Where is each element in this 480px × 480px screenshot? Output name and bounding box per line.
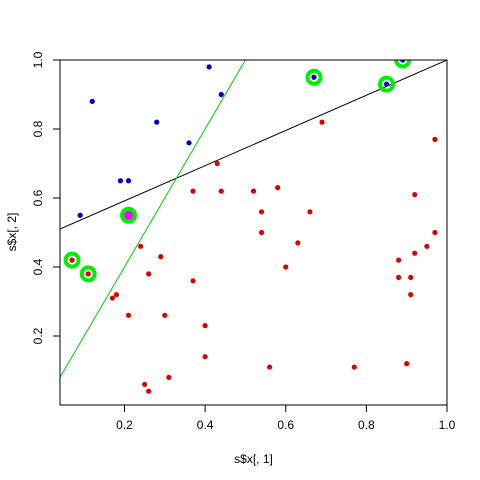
blue-point-1 bbox=[89, 98, 95, 104]
red-point-13 bbox=[218, 188, 224, 194]
fit-line-1 bbox=[60, 60, 447, 230]
highlight-ring-6 bbox=[394, 60, 412, 69]
red-point-37 bbox=[432, 136, 438, 142]
red-point-31 bbox=[408, 274, 414, 280]
fit-lines bbox=[60, 60, 447, 378]
red-point-6 bbox=[109, 295, 116, 301]
red-point-38 bbox=[404, 361, 410, 367]
highlight-ring-2 bbox=[79, 265, 97, 283]
red-point-10 bbox=[190, 278, 196, 284]
red-point-26 bbox=[146, 388, 152, 394]
blue-point-11 bbox=[400, 60, 406, 63]
blue-point-2 bbox=[154, 119, 160, 125]
red-point-24 bbox=[166, 374, 172, 380]
red-point-16 bbox=[258, 229, 265, 236]
red-point-23 bbox=[202, 354, 208, 360]
red-point-22 bbox=[202, 323, 208, 329]
x-axis-label: s$x[, 1] bbox=[234, 452, 273, 466]
y-axis-label: s$x[, 2] bbox=[5, 213, 19, 252]
red-point-21 bbox=[319, 119, 325, 125]
red-point-20 bbox=[307, 209, 313, 215]
x-tick-label: 0.4 bbox=[197, 418, 214, 432]
red-point-17 bbox=[275, 185, 281, 191]
red-point-7 bbox=[113, 292, 120, 298]
red-point-14 bbox=[250, 188, 257, 194]
red-point-34 bbox=[412, 191, 418, 198]
red-point-33 bbox=[412, 250, 418, 256]
plot-frame bbox=[59, 59, 448, 406]
y-tick-label: 0.6 bbox=[31, 189, 45, 206]
highlight-ring-3 bbox=[120, 206, 138, 224]
y-tick-label: 0.4 bbox=[31, 258, 45, 275]
red-point-35 bbox=[424, 243, 430, 249]
blue-point-5 bbox=[186, 140, 192, 146]
blue-point-6 bbox=[117, 178, 124, 184]
y-tick-label: 0.2 bbox=[31, 327, 45, 344]
red-point-5 bbox=[158, 254, 164, 260]
red-point-3 bbox=[138, 243, 144, 249]
blue-point-10 bbox=[383, 81, 390, 87]
red-point-25 bbox=[142, 381, 148, 387]
red-point-2 bbox=[85, 271, 91, 277]
red-point-15 bbox=[258, 209, 265, 215]
red-point-4 bbox=[146, 271, 152, 277]
y-axis: 0.2 0.4 0.6 0.8 1.0 bbox=[31, 51, 61, 344]
red-point-30 bbox=[396, 274, 402, 280]
blue-point-3 bbox=[206, 64, 212, 70]
fit-line-2 bbox=[60, 60, 247, 378]
y-tick-label: 1.0 bbox=[31, 51, 45, 68]
red-point-8 bbox=[125, 312, 132, 318]
y-tick-label: 0.8 bbox=[31, 120, 45, 137]
red-point-36 bbox=[432, 229, 438, 236]
highlight-center-3 bbox=[124, 210, 134, 220]
x-tick-label: 1.0 bbox=[439, 418, 456, 432]
x-axis: 0.2 0.4 0.6 0.8 1.0 bbox=[116, 404, 456, 432]
x-tick-label: 0.8 bbox=[358, 418, 375, 432]
red-point-28 bbox=[351, 364, 357, 370]
blue-point-4 bbox=[218, 91, 224, 98]
red-point-1 bbox=[69, 257, 75, 263]
blue-point-8 bbox=[77, 212, 83, 218]
x-tick-label: 0.2 bbox=[116, 418, 133, 432]
blue-point-7 bbox=[125, 178, 132, 184]
highlight-ring-1 bbox=[63, 251, 81, 269]
data-points bbox=[63, 60, 438, 394]
highlight-ring-5 bbox=[378, 75, 396, 93]
blue-point-9 bbox=[311, 74, 317, 80]
red-point-19 bbox=[295, 240, 301, 246]
red-point-32 bbox=[408, 292, 414, 298]
highlight-ring-4 bbox=[305, 68, 323, 86]
red-point-9 bbox=[162, 312, 168, 318]
red-point-18 bbox=[283, 264, 289, 270]
red-point-11 bbox=[190, 188, 196, 194]
red-point-27 bbox=[267, 364, 273, 370]
red-point-12 bbox=[214, 160, 220, 167]
red-point-29 bbox=[396, 257, 402, 263]
x-tick-label: 0.6 bbox=[277, 418, 294, 432]
